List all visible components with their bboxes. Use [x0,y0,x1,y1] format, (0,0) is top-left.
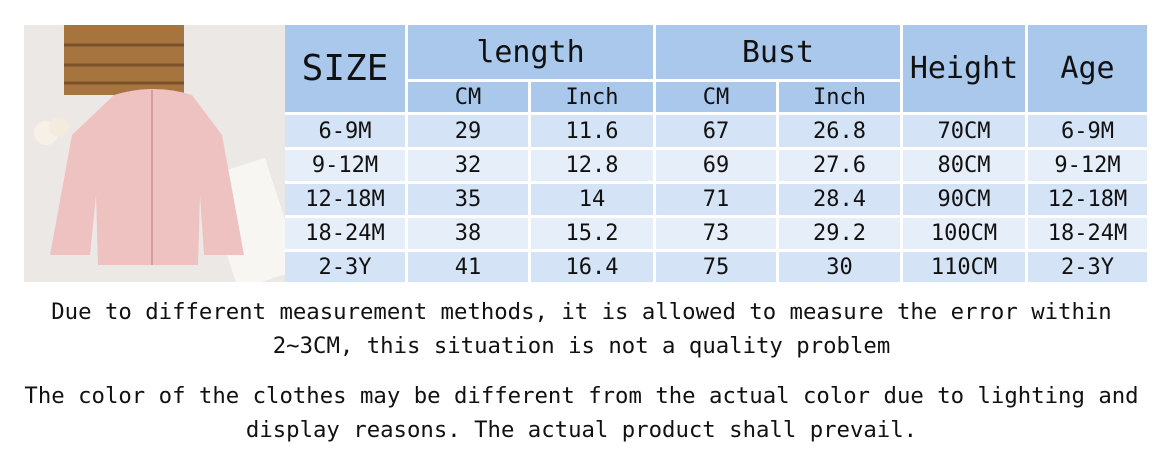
table-cell: 75 [656,252,779,285]
table-cell: 90CM [903,184,1028,218]
table-cell: 35 [408,184,531,218]
subheader-cell: Inch [531,82,656,115]
table-cell: 80CM [903,150,1028,184]
table-cell: 12-18M [285,184,408,218]
table-cell: 6-9M [285,115,408,150]
table-cell: 70CM [903,115,1028,150]
table-cell: 18-24M [1028,218,1150,252]
table-cell: 110CM [903,252,1028,285]
table-cell: 28.4 [779,184,903,218]
table-cell: 71 [656,184,779,218]
header-cell: SIZE [285,25,408,115]
header-cell: Height [903,25,1028,115]
table-cell: 73 [656,218,779,252]
table-cell: 18-24M [285,218,408,252]
table-cell: 29 [408,115,531,150]
table-cell: 6-9M [1028,115,1150,150]
table-cell: 41 [408,252,531,285]
table-cell: 38 [408,218,531,252]
table-cell: 29.2 [779,218,903,252]
header-cell: Age [1028,25,1150,115]
table-cell: 69 [656,150,779,184]
subheader-cell: CM [408,82,531,115]
table-cell: 30 [779,252,903,285]
table-cell: 2-3Y [285,252,408,285]
table-cell: 2-3Y [1028,252,1150,285]
note: Due to different measurement methods, it… [51,299,1112,359]
table-cell: 12.8 [531,150,656,184]
subheader-cell: CM [656,82,779,115]
subheader-cell: Inch [779,82,903,115]
table-cell: 32 [408,150,531,184]
table-cell: 9-12M [1028,150,1150,184]
table-cell: 26.8 [779,115,903,150]
table-cell: 12-18M [1028,184,1150,218]
table-cell: 9-12M [285,150,408,184]
header-cell: length [408,25,656,82]
table-cell: 15.2 [531,218,656,252]
header-cell: Bust [656,25,903,82]
note: The color of the clothes may be differen… [24,383,1139,443]
table-cell: 67 [656,115,779,150]
table-cell: 16.4 [531,252,656,285]
table-cell: 100CM [903,218,1028,252]
table-cell: 11.6 [531,115,656,150]
table-cell: 14 [531,184,656,218]
table-cell: 27.6 [779,150,903,184]
product-photo [24,25,285,282]
